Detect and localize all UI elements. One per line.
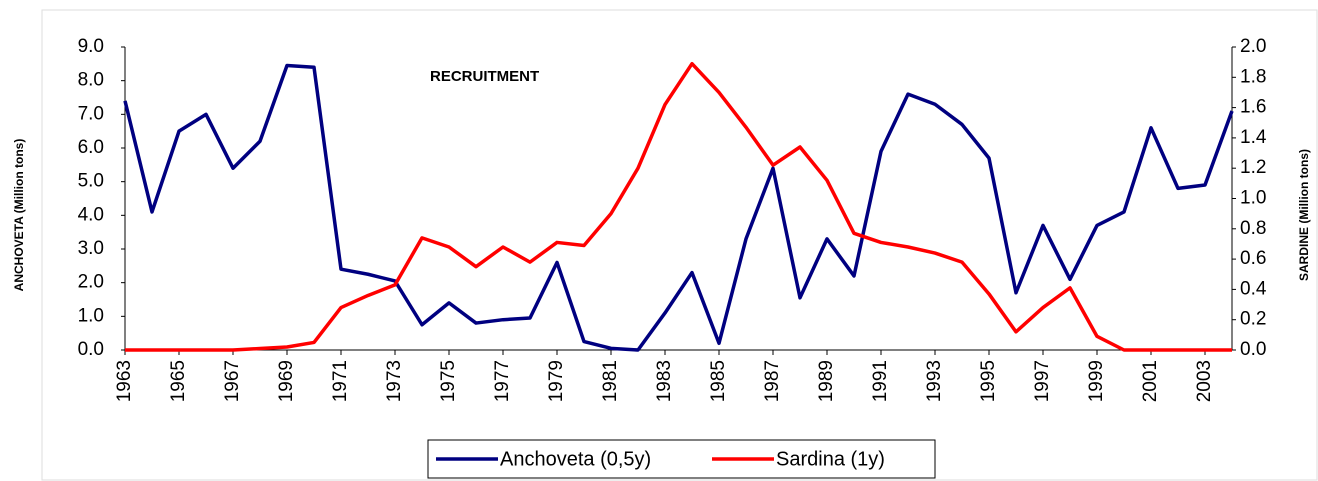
x-tick-label: 1977 bbox=[492, 360, 513, 402]
y-axis-title: ANCHOVETA (Million tons) bbox=[12, 139, 26, 292]
y2-tick-label: 1.6 bbox=[1240, 97, 1266, 118]
y2-axis-title: SARDINE (Million tons) bbox=[1297, 149, 1311, 281]
series-line bbox=[123, 63, 1234, 352]
y2-tick-label: 2.0 bbox=[1240, 36, 1266, 57]
x-tick-label: 1983 bbox=[654, 360, 675, 402]
y-tick-label: 5.0 bbox=[78, 171, 104, 192]
y2-tick-label: 1.4 bbox=[1240, 127, 1267, 148]
y2-tick-label: 1.2 bbox=[1240, 157, 1266, 178]
y-tick-label: 7.0 bbox=[78, 103, 104, 124]
x-tick-label: 1965 bbox=[168, 360, 189, 402]
x-tick-label: 1989 bbox=[816, 360, 837, 402]
series-line bbox=[125, 61, 1232, 352]
y2-tick-label: 0.4 bbox=[1240, 278, 1267, 299]
y-tick-label: 4.0 bbox=[78, 204, 104, 225]
legend-label: Sardina (1y) bbox=[776, 448, 885, 470]
x-tick-label: 2001 bbox=[1140, 360, 1161, 402]
y2-tick-label: 0.8 bbox=[1240, 218, 1266, 239]
x-tick-label: 1987 bbox=[762, 360, 783, 402]
y2-tick-label: 0.0 bbox=[1240, 339, 1266, 360]
y-tick-label: 3.0 bbox=[78, 238, 104, 259]
annotation: RECRUITMENT bbox=[430, 68, 539, 85]
y-tick-label: 8.0 bbox=[78, 70, 104, 91]
x-tick-label: 2003 bbox=[1194, 360, 1215, 402]
x-tick-label: 1995 bbox=[978, 360, 999, 402]
y2-tick-label: 0.6 bbox=[1240, 248, 1266, 269]
y-tick-label: 1.0 bbox=[78, 305, 104, 326]
x-tick-label: 1963 bbox=[114, 360, 135, 402]
legend-label: Anchoveta (0,5y) bbox=[500, 448, 651, 470]
x-tick-label: 1979 bbox=[546, 360, 567, 402]
legend-box bbox=[427, 439, 936, 479]
x-tick-label: 1999 bbox=[1086, 360, 1107, 402]
y-tick-label: 6.0 bbox=[78, 137, 104, 158]
x-tick-label: 1975 bbox=[438, 360, 459, 402]
x-tick-label: 1971 bbox=[330, 360, 351, 402]
x-tick-label: 1993 bbox=[924, 360, 945, 402]
x-tick-label: 1991 bbox=[870, 360, 891, 402]
x-tick-label: 1981 bbox=[600, 360, 621, 402]
x-tick-label: 1985 bbox=[708, 360, 729, 402]
x-tick-label: 1969 bbox=[276, 360, 297, 402]
x-tick-label: 1973 bbox=[384, 360, 405, 402]
y2-tick-label: 1.8 bbox=[1240, 66, 1266, 87]
y-tick-label: 9.0 bbox=[78, 36, 104, 57]
y-tick-label: 0.0 bbox=[78, 339, 104, 360]
x-tick-label: 1997 bbox=[1032, 360, 1053, 402]
y2-tick-label: 0.2 bbox=[1240, 309, 1266, 330]
x-tick-label: 1967 bbox=[222, 360, 243, 402]
chart-frame bbox=[41, 9, 1318, 481]
y2-tick-label: 1.0 bbox=[1240, 188, 1266, 209]
y-tick-label: 2.0 bbox=[78, 272, 104, 293]
